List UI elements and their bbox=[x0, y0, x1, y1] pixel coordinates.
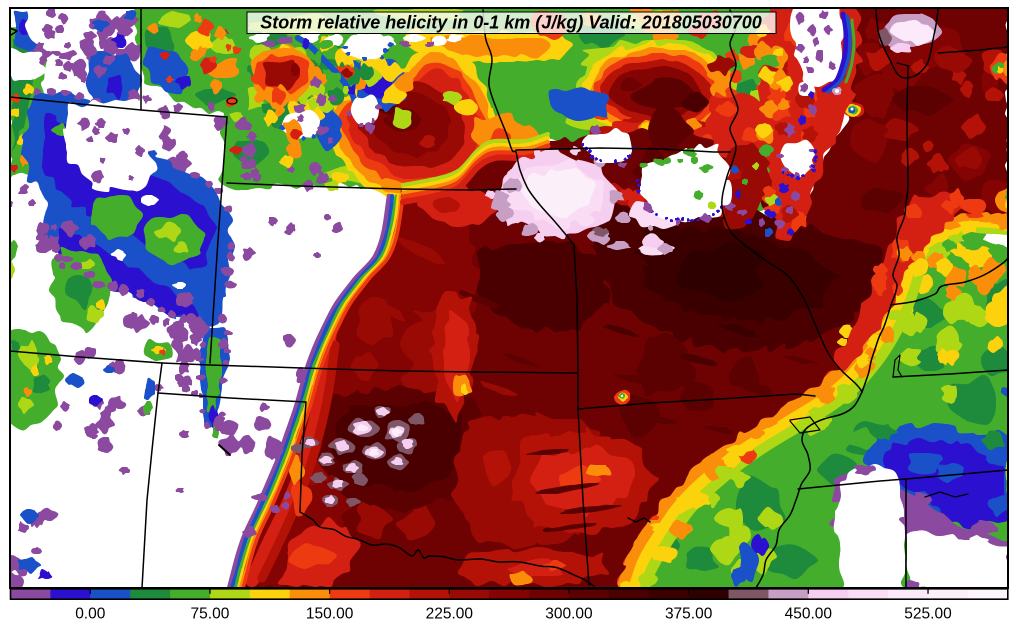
svg-text:Storm relative helicity in 0-1: Storm relative helicity in 0-1 km (J/kg)… bbox=[260, 13, 762, 33]
svg-text:150.00: 150.00 bbox=[306, 606, 354, 623]
svg-text:225.00: 225.00 bbox=[426, 606, 474, 623]
svg-text:75.00: 75.00 bbox=[191, 606, 230, 623]
svg-text:300.00: 300.00 bbox=[545, 606, 593, 623]
svg-text:0.00: 0.00 bbox=[75, 606, 106, 623]
svg-text:450.00: 450.00 bbox=[785, 606, 833, 623]
svg-text:525.00: 525.00 bbox=[904, 606, 952, 623]
svg-text:375.00: 375.00 bbox=[665, 606, 713, 623]
